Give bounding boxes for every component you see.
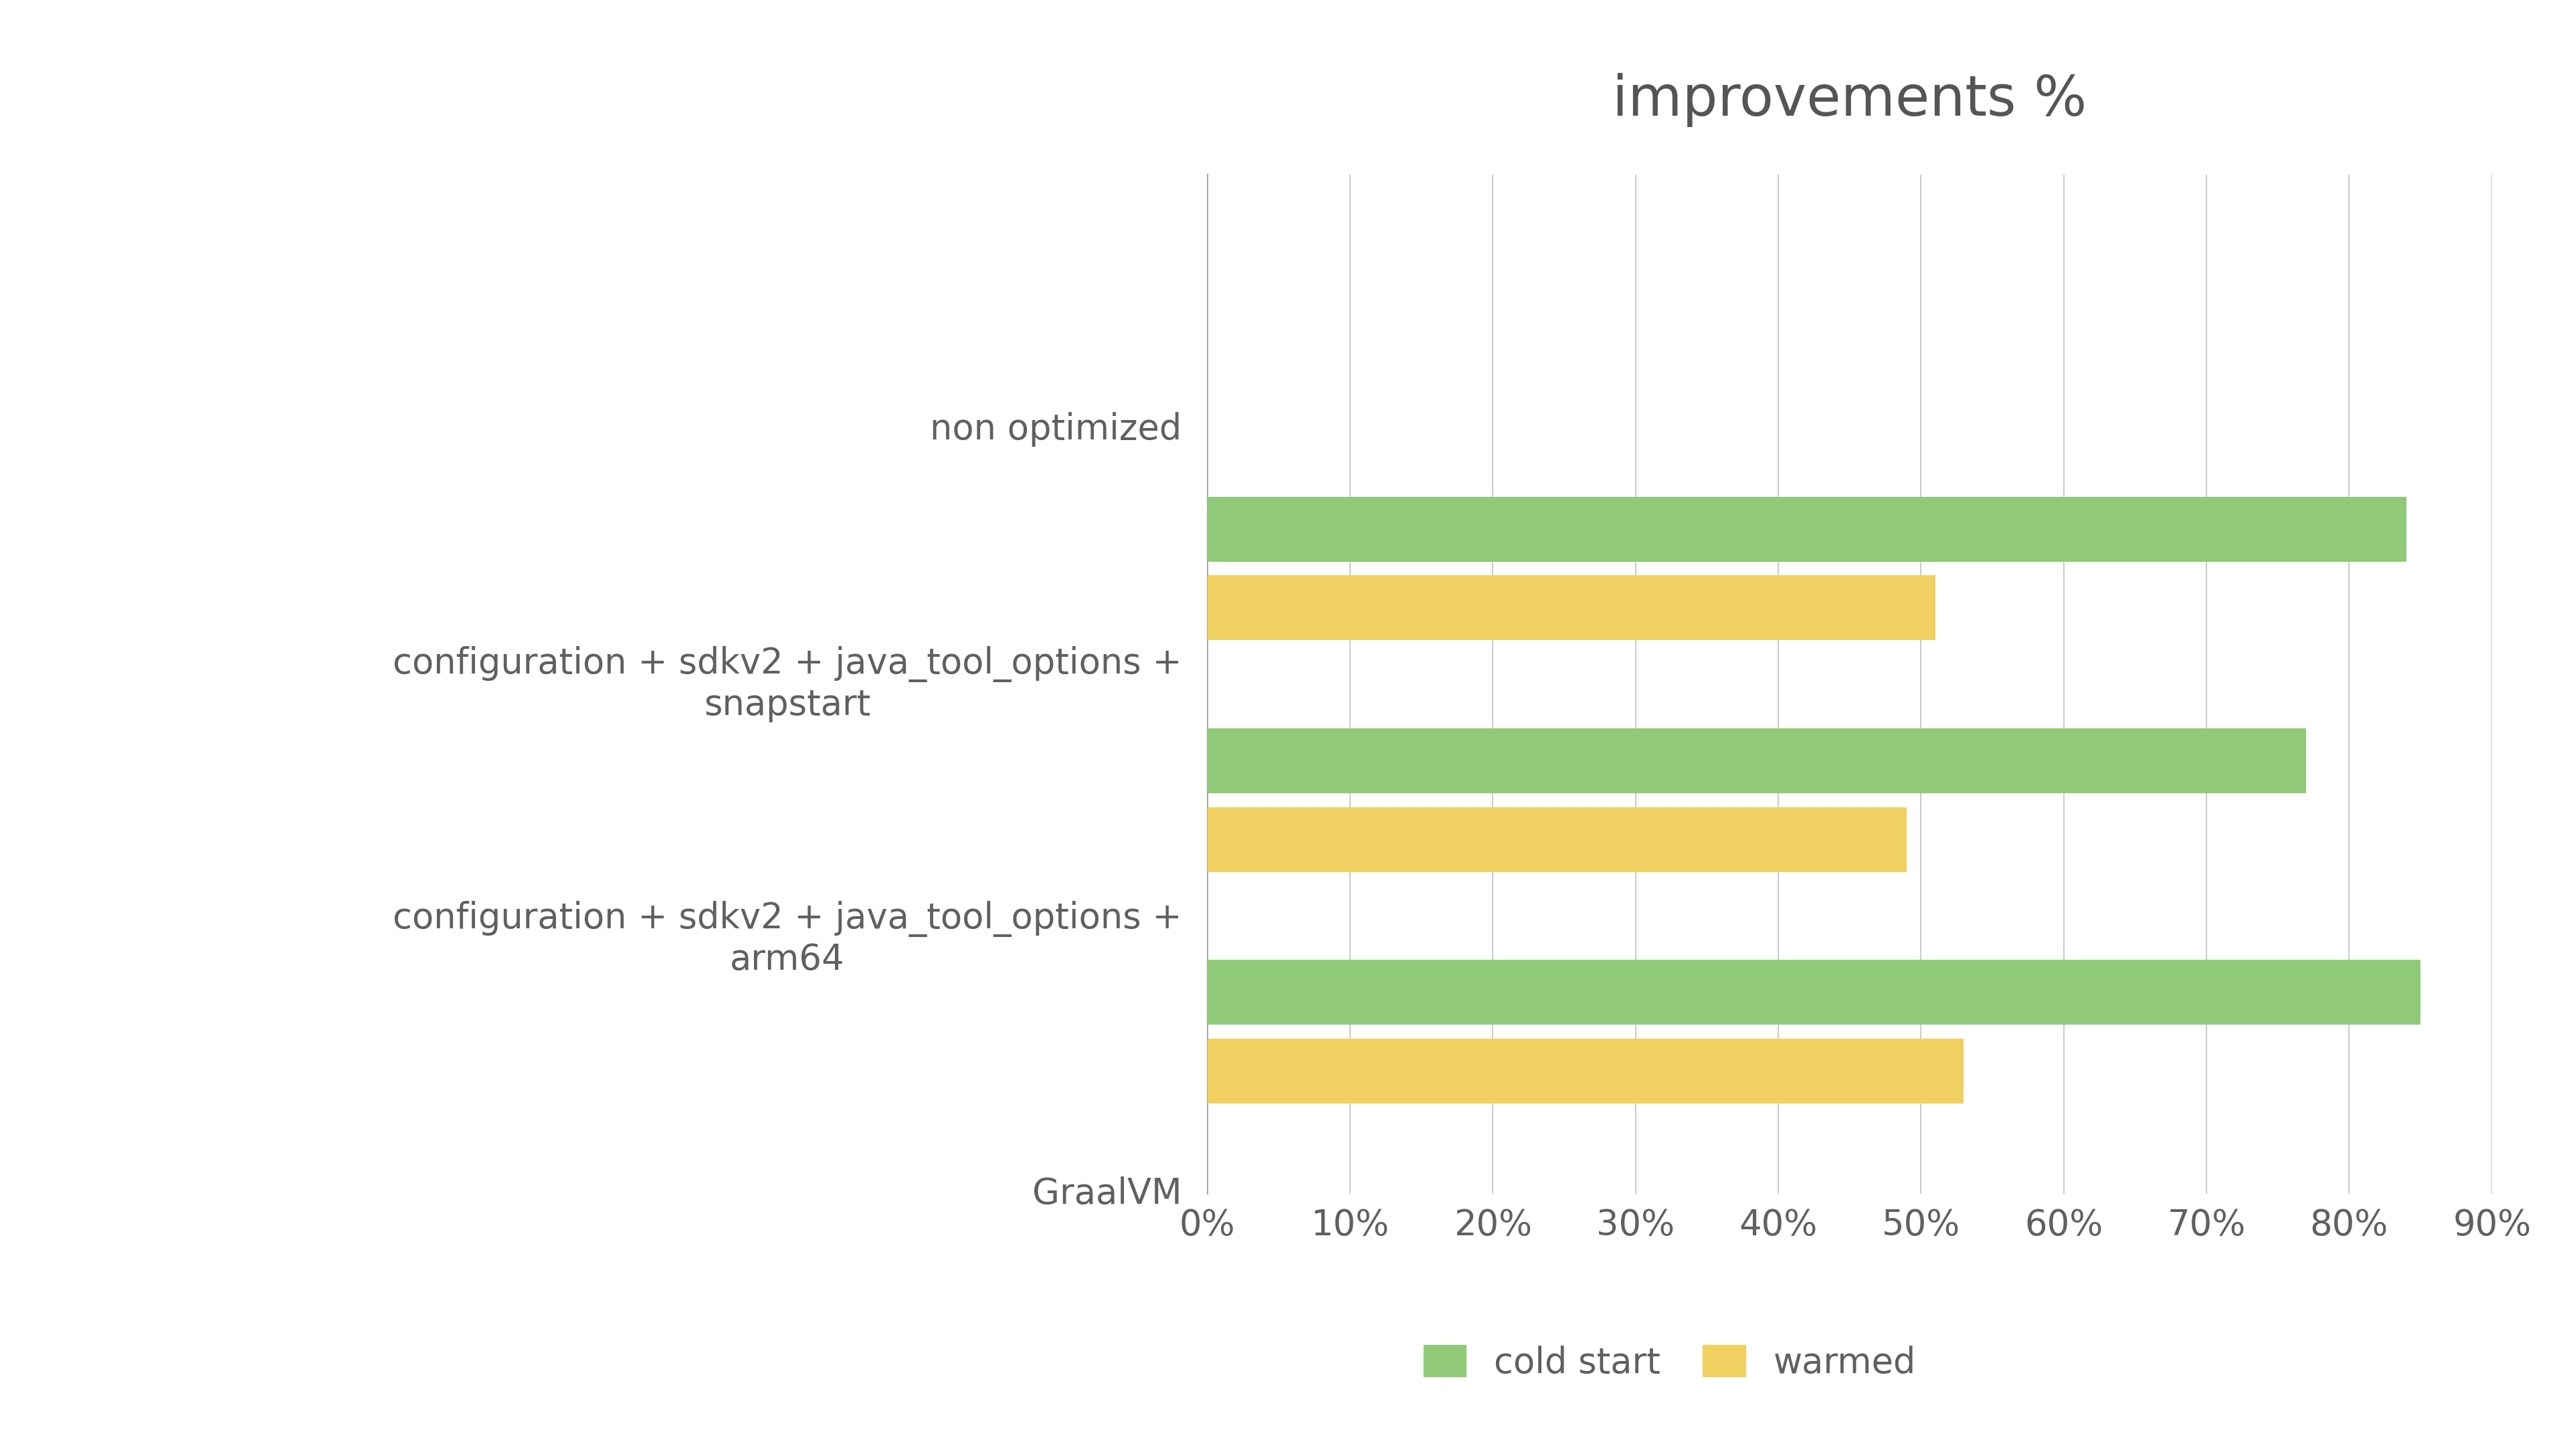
Text: improvements %: improvements %: [1613, 73, 2086, 127]
Bar: [1207, 960, 2420, 1025]
Text: configuration + sdkv2 + java_tool_options +
snapstart: configuration + sdkv2 + java_tool_option…: [393, 646, 1182, 722]
Bar: [1207, 728, 2307, 794]
Text: non optimized: non optimized: [930, 412, 1182, 447]
Bar: [1207, 496, 2407, 562]
Legend: cold start, warmed: cold start, warmed: [1423, 1345, 1916, 1380]
Bar: [1207, 1038, 1963, 1104]
Bar: [1207, 807, 1906, 872]
Text: configuration + sdkv2 + java_tool_options +
arm64: configuration + sdkv2 + java_tool_option…: [393, 901, 1182, 977]
Text: GraalVM: GraalVM: [1033, 1176, 1182, 1211]
Bar: [1207, 575, 1934, 641]
